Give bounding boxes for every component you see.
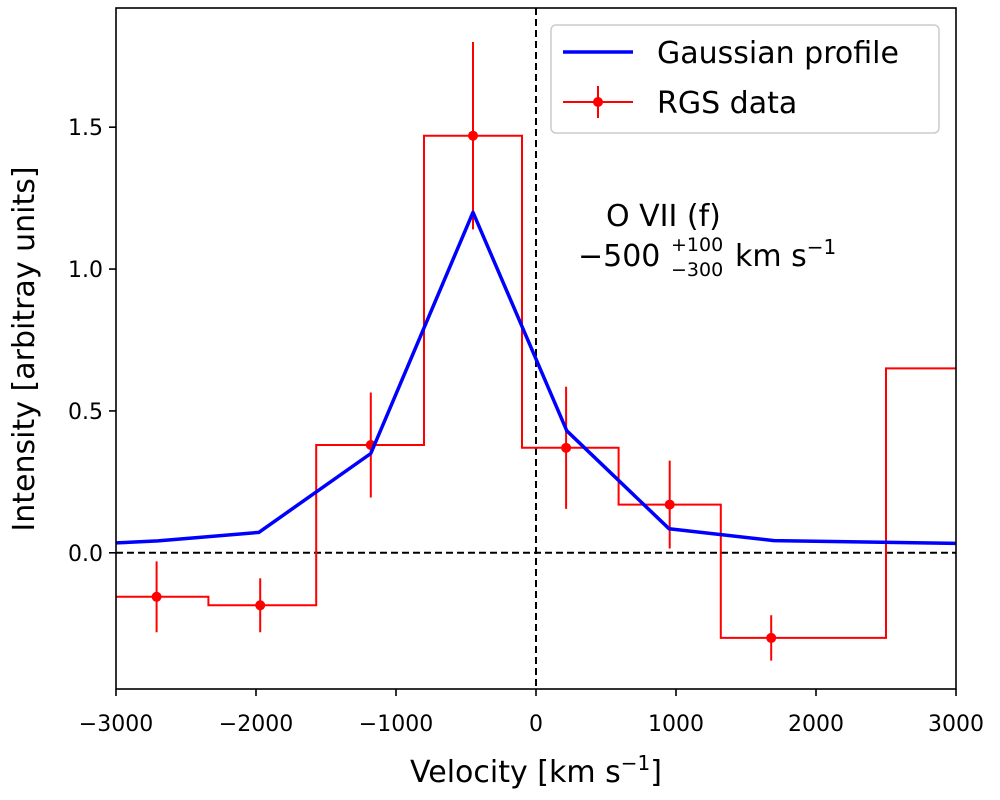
x-tick-label-6: 3000 [928, 712, 984, 737]
rgs-point-4 [561, 442, 572, 453]
legend-box [550, 24, 940, 134]
legend-rgs-marker [593, 97, 603, 107]
annotation-unit: km s−1 [735, 235, 836, 274]
x-tick-label-0: −3000 [79, 712, 153, 737]
annotation-upper-error: +100 [671, 234, 723, 256]
y-tick-label-1: 0.5 [68, 400, 103, 425]
axis-ticks: −3000 −2000 −1000 0 1000 2000 3000 0.0 0.5 1.0 1.5 [68, 116, 984, 737]
rgs-point-3 [468, 130, 478, 141]
x-tick-label-5: 2000 [788, 712, 844, 737]
rgs-point-1 [255, 600, 266, 611]
legend-gaussian-label: Gaussian profile [657, 36, 899, 71]
rgs-point-5 [664, 499, 675, 510]
y-axis-label: Intensity [arbitray units] [7, 166, 42, 531]
x-tick-label-2: −1000 [359, 712, 433, 737]
y-tick-label-2: 1.0 [68, 258, 103, 283]
reference-lines [116, 8, 956, 689]
rgs-point-0 [151, 591, 162, 602]
rgs-point-6 [766, 632, 777, 643]
x-axis-label: Velocity [km s−1] [410, 751, 662, 790]
x-tick-label-3: 0 [529, 712, 543, 737]
x-tick-label-4: 1000 [648, 712, 704, 737]
y-tick-label-0: 0.0 [68, 542, 103, 567]
annotation-velocity: −500 [578, 239, 660, 274]
legend: Gaussian profile RGS data [550, 24, 940, 134]
x-tick-label-1: −2000 [219, 712, 293, 737]
annotation-lower-error: −300 [671, 259, 723, 281]
y-tick-label-3: 1.5 [68, 116, 103, 141]
legend-rgs-label: RGS data [657, 86, 797, 121]
annotation-ion-label: O VII (f) [606, 199, 721, 234]
gaussian-profile-line [115, 210, 957, 546]
series-layer [115, 42, 957, 661]
